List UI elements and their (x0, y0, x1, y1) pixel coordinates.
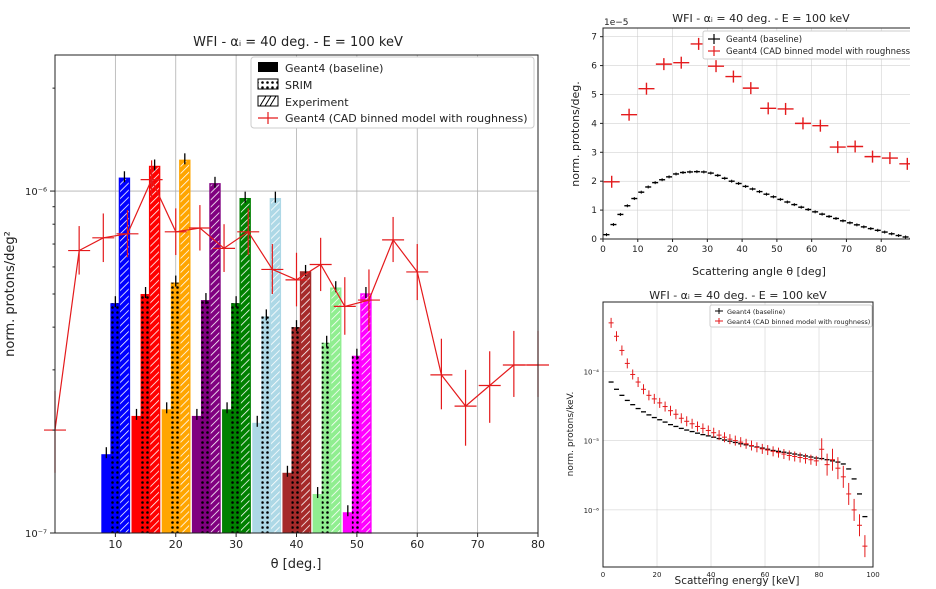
y-tick-label: 10⁻⁷ (25, 529, 47, 540)
tr-ylabel: norm. protons/deg. (570, 81, 582, 186)
bar-experiment-hatch (119, 178, 130, 533)
left-legend: Geant4 (baseline) SRIM Experiment Geant4… (250, 56, 535, 129)
bar-srim-pattern (110, 303, 121, 533)
y-tick-label: 1 (591, 206, 597, 216)
x-tick-label: 40 (290, 538, 304, 551)
bar-baseline (101, 454, 112, 533)
y-tick-label: 10⁻⁶ (25, 187, 47, 198)
bar-srim-pattern (140, 294, 151, 533)
bar-baseline (312, 494, 323, 533)
bar-srim-pattern (291, 327, 302, 533)
y-tick-label: 10⁻⁶ (584, 507, 600, 515)
bar-baseline (191, 415, 202, 533)
x-tick-label: 0 (601, 571, 605, 579)
bar-experiment-hatch (300, 271, 311, 533)
x-tick-label: 20 (169, 538, 183, 551)
br-legend-cad: Geant4 (CAD binned model with roughness) (727, 318, 870, 326)
bar-experiment-hatch (270, 198, 281, 533)
legend-label-cad: Geant4 (CAD binned model with roughness) (285, 112, 528, 125)
bar-baseline (222, 409, 233, 533)
y-tick-label: 10⁻⁵ (584, 438, 600, 446)
left-title: WFI - αᵢ = 40 deg. - E = 100 keV (193, 35, 403, 50)
tr-legend: Geant4 (baseline) Geant4 (CAD binned mod… (702, 30, 910, 60)
bar-srim-pattern (231, 303, 242, 533)
br-legend: Geant4 (baseline) Geant4 (CAD binned mod… (709, 304, 873, 328)
bar-experiment-hatch (149, 166, 160, 533)
x-tick-label: 30 (229, 538, 243, 551)
y-tick-label: 5 (591, 90, 597, 100)
tr-title: WFI - αᵢ = 40 deg. - E = 100 keV (672, 12, 850, 25)
x-tick-label: 10 (108, 538, 122, 551)
x-tick-label: 70 (471, 538, 485, 551)
bar-experiment-hatch (240, 198, 251, 533)
x-tick-label: 30 (702, 245, 714, 255)
bar-baseline (342, 512, 353, 533)
bar-experiment-hatch (179, 160, 190, 533)
x-tick-label: 60 (806, 245, 818, 255)
bar-srim-pattern (321, 342, 332, 533)
bar-srim-pattern (351, 355, 362, 533)
bar-experiment-hatch (330, 288, 341, 533)
bar-experiment-hatch (209, 183, 220, 534)
tr-legend-baseline: Geant4 (baseline) (726, 35, 802, 45)
x-tick-label: 40 (707, 571, 716, 579)
tr-xlabel: Scattering angle θ [deg] (692, 265, 826, 278)
x-tick-label: 80 (531, 538, 545, 551)
bar-srim-pattern (200, 300, 211, 533)
x-tick-label: 20 (653, 571, 662, 579)
left-ylabel: norm. protons/deg² (3, 231, 18, 357)
br-xlabel: Scattering energy [keV] (675, 575, 800, 587)
y-tick-label: 4 (591, 119, 597, 129)
bar-baseline (161, 409, 172, 533)
y-tick-label: 6 (591, 62, 597, 72)
tr-legend-cad: Geant4 (CAD binned model with roughness) (726, 47, 910, 57)
bar-srim-pattern (261, 316, 272, 533)
bar-baseline (282, 472, 293, 533)
legend-label-baseline: Geant4 (baseline) (285, 62, 383, 75)
y-tick-label: 2 (591, 177, 597, 187)
bar-srim-pattern (170, 282, 181, 533)
bar-baseline (252, 422, 263, 533)
y-tick-label: 10⁻⁴ (584, 368, 600, 376)
y-tick-label: 3 (591, 148, 597, 158)
br-legend-baseline: Geant4 (baseline) (727, 308, 785, 316)
x-tick-label: 60 (761, 571, 770, 579)
x-tick-label: 10 (632, 245, 644, 255)
left-xlabel: θ [deg.] (271, 557, 322, 572)
x-tick-label: 60 (410, 538, 424, 551)
tr-offset: 1e−5 (604, 18, 629, 28)
x-tick-label: 50 (350, 538, 364, 551)
x-tick-label: 80 (815, 571, 824, 579)
left-chart: WFI - αᵢ = 40 deg. - E = 100 keV 10 20 30 4… (3, 35, 549, 572)
legend-label-srim: SRIM (285, 79, 312, 92)
x-tick-label: 20 (667, 245, 679, 255)
br-title: WFI - αᵢ = 40 deg. - E = 100 keV (649, 289, 827, 302)
bar-baseline (131, 415, 142, 533)
x-tick-label: 70 (841, 245, 853, 255)
x-tick-label: 80 (875, 245, 887, 255)
x-tick-label: 100 (866, 571, 879, 579)
bar-experiment-hatch (360, 294, 371, 533)
y-tick-label: 7 (591, 33, 597, 43)
x-tick-label: 40 (736, 245, 748, 255)
topright-chart: WFI - αᵢ = 40 deg. - E = 100 keV 1e−5 0 1… (570, 12, 910, 278)
x-tick-label: 0 (600, 245, 606, 255)
legend-label-experiment: Experiment (285, 96, 349, 109)
br-ylabel: norm. protons/keV. (566, 392, 576, 477)
x-tick-label: 50 (771, 245, 783, 255)
legend-swatch-baseline (258, 62, 278, 72)
y-tick-label: 0 (591, 235, 597, 245)
bottomright-chart: WFI - αᵢ = 40 deg. - E = 100 keV 0 20 40 60… (566, 289, 880, 587)
legend-swatch-srim (257, 78, 279, 90)
